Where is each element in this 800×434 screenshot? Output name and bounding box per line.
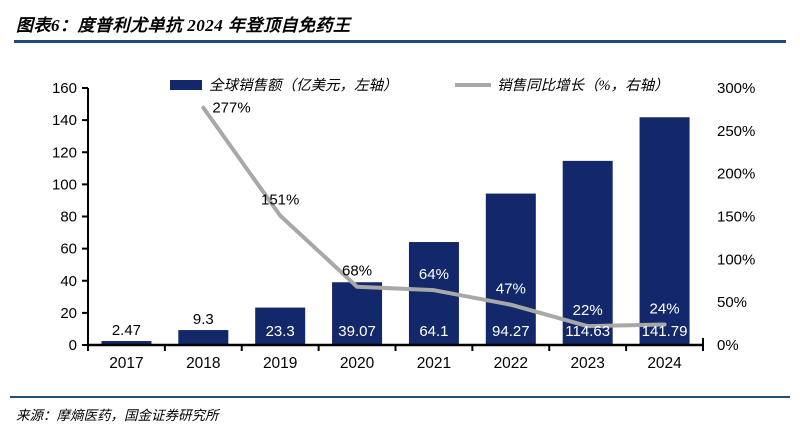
growth-value-label: 68%: [342, 263, 372, 280]
growth-value-label: 151%: [261, 192, 299, 209]
line-legend-swatch-icon: [455, 82, 491, 87]
x-axis-category-label: 2023: [570, 355, 604, 372]
legend-item-sales: 全球销售额（亿美元，左轴）: [170, 74, 398, 95]
legend-item-growth: 销售同比增长（%，右轴）: [455, 74, 669, 95]
left-axis-tick-label: 20: [60, 305, 77, 322]
right-axis-tick-label: 250%: [717, 123, 755, 140]
legend-label-growth: 销售同比增长（%，右轴）: [497, 78, 669, 94]
bar-value-label: 141.79: [642, 323, 688, 340]
left-axis-tick-label: 0: [69, 337, 77, 354]
bar-2018: [178, 330, 229, 345]
growth-value-label: 24%: [650, 300, 680, 317]
right-axis-tick-label: 300%: [717, 80, 755, 97]
bar-value-label: 9.3: [193, 311, 214, 328]
growth-line: [201, 105, 667, 329]
left-axis-tick-label: 40: [60, 273, 77, 290]
bar-value-label: 114.63: [565, 323, 610, 340]
bar-2022: [485, 193, 536, 345]
growth-value-label: 277%: [212, 100, 250, 117]
figure-title: 图表6：度普利尤单抗 2024 年登顶自免药王: [16, 16, 351, 35]
legend-label-sales: 全球销售额（亿美元，左轴）: [209, 78, 398, 94]
growth-value-label: 22%: [573, 302, 603, 319]
x-axis-category-label: 2021: [417, 355, 451, 372]
right-axis-tick-label: 50%: [717, 294, 747, 311]
right-axis-tick-label: 200%: [717, 166, 755, 183]
x-axis-category-label: 2018: [186, 355, 220, 372]
left-axis-tick-label: 160: [52, 80, 77, 97]
left-axis-tick-label: 100: [52, 176, 77, 193]
footer-divider: [10, 396, 790, 398]
growth-value-label: 64%: [419, 266, 449, 283]
bar-2024: [639, 117, 690, 345]
bar-2019: [255, 307, 306, 345]
x-axis-category-label: 2022: [494, 355, 528, 372]
source-note: 来源：摩熵医药，国金证券研究所: [16, 408, 219, 423]
growth-value-label: 47%: [496, 281, 526, 298]
bar-2023: [562, 160, 613, 345]
bar-value-label: 23.3: [266, 323, 295, 340]
right-axis-tick-label: 100%: [717, 251, 755, 268]
right-axis-tick-label: 150%: [717, 209, 755, 226]
bar-value-label: 64.1: [419, 323, 448, 340]
x-axis-category-label: 2024: [647, 355, 682, 372]
bar-2020: [332, 282, 383, 345]
bar-2017: [101, 341, 152, 345]
x-axis-category-label: 2019: [263, 355, 297, 372]
right-axis-tick-label: 0%: [717, 337, 739, 354]
bar-value-label: 94.27: [492, 323, 530, 340]
bar-value-label: 39.07: [338, 323, 376, 340]
title-divider: [14, 40, 786, 43]
bar-value-label: 2.47: [112, 322, 141, 339]
x-axis-category-label: 2017: [109, 355, 143, 372]
left-axis-tick-label: 80: [60, 209, 77, 226]
left-axis-tick-label: 120: [52, 144, 77, 161]
left-axis-tick-label: 140: [52, 112, 77, 129]
bar-legend-swatch-icon: [170, 79, 202, 90]
left-axis-tick-label: 60: [60, 241, 77, 258]
x-axis-category-label: 2020: [340, 355, 375, 372]
